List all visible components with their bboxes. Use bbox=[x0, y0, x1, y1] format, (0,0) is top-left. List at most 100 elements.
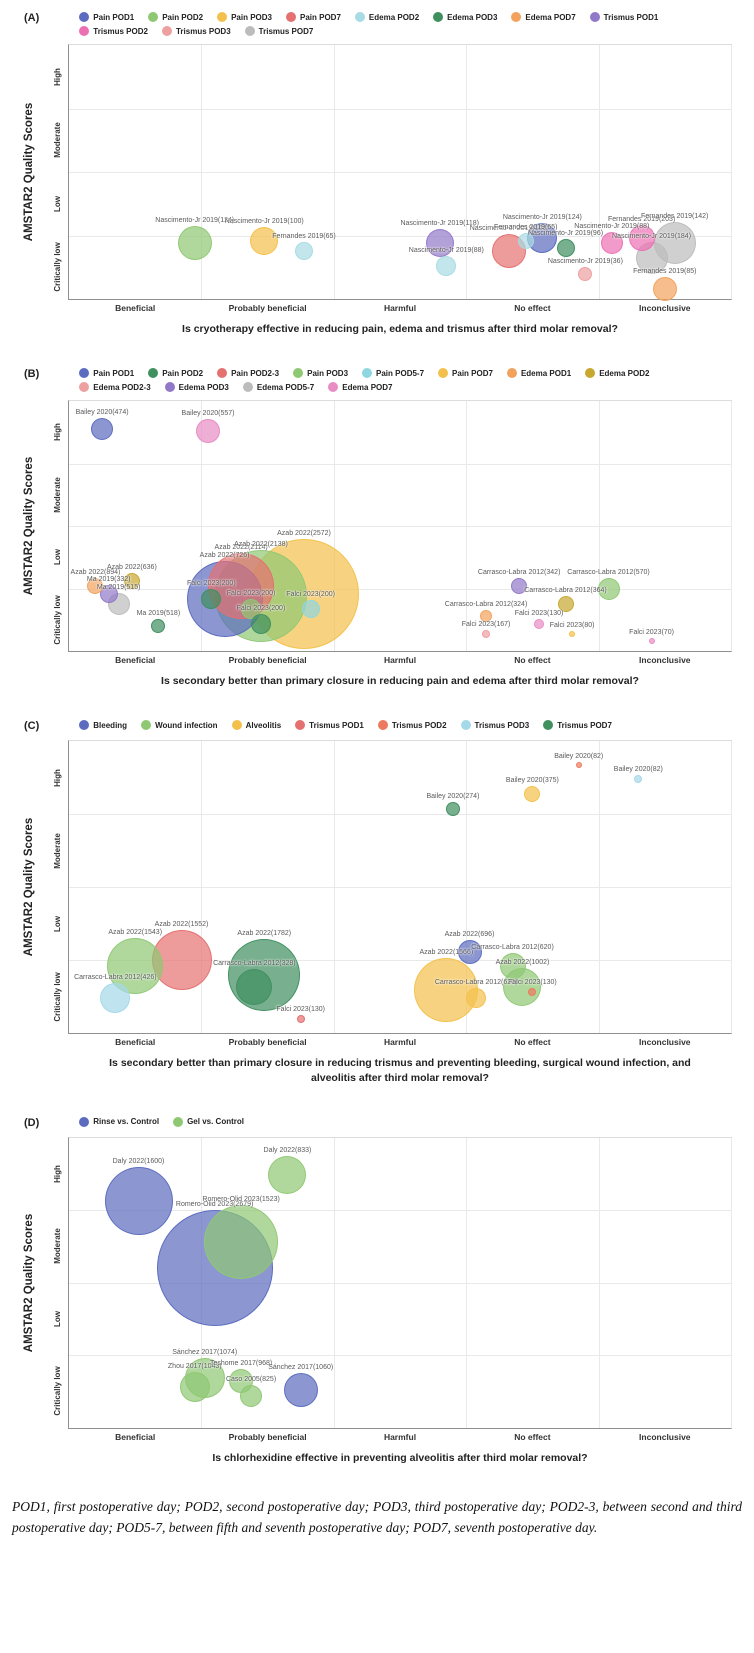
legend-swatch-icon bbox=[244, 26, 255, 36]
legend-label: Edema POD7 bbox=[342, 382, 393, 392]
legend-swatch-icon bbox=[173, 1116, 184, 1127]
legend-swatch-icon bbox=[79, 26, 90, 36]
bubble-label: Falci 2023(130) bbox=[276, 1005, 326, 1013]
legend-label: Edema POD2-3 bbox=[93, 382, 151, 392]
x-axis-question: Is secondary better than primary closure… bbox=[161, 675, 639, 688]
panel-header: (A) Pain POD1 Pain POD2 Pain POD3 Pain POD7… bbox=[8, 12, 746, 36]
x-axis-title: Is secondary better than primary closure… bbox=[68, 1056, 732, 1084]
bubble-label: Carrasco-Labra 2012(620) bbox=[471, 944, 554, 952]
bubble bbox=[634, 775, 643, 784]
legend-label: Edema POD2 bbox=[368, 12, 420, 22]
bubble-label: Daly 2022(1600) bbox=[112, 1158, 165, 1166]
bubble bbox=[268, 1156, 307, 1195]
legend-label: Alveolitis bbox=[245, 720, 282, 730]
gridline-horizontal bbox=[69, 172, 731, 173]
legend-swatch-icon bbox=[589, 12, 600, 22]
legend: Pain POD1 Pain POD2 Pain POD3 Pain POD7 Edem… bbox=[79, 12, 659, 36]
legend-label: Pain POD2 bbox=[162, 12, 204, 22]
plot-area: AMSTAR2 Quality Scores High Moderate Low Cr… bbox=[23, 1136, 732, 1442]
y-tick-label: Moderate bbox=[53, 477, 62, 513]
legend-swatch-icon bbox=[362, 368, 373, 379]
x-axis-question: Is cryotherapy effective in reducing pai… bbox=[182, 323, 618, 335]
x-axis-question: Is secondary better than primary closure… bbox=[109, 1057, 691, 1084]
bubble-label: Bailey 2020(375) bbox=[505, 776, 559, 784]
x-tick-label: Probably beneficial bbox=[228, 303, 307, 313]
y-axis-title: AMSTAR2 Quality Scores bbox=[23, 818, 35, 957]
y-tick-label: Low bbox=[53, 549, 62, 566]
gridline-horizontal bbox=[69, 814, 731, 816]
y-tick-label: High bbox=[53, 67, 62, 86]
legend-swatch-icon bbox=[433, 12, 444, 22]
gridline-horizontal bbox=[69, 1282, 731, 1284]
legend-swatch-icon bbox=[460, 720, 471, 731]
legend-item: Pain POD2 bbox=[148, 368, 203, 379]
legend-item: Pain POD3 bbox=[293, 368, 348, 379]
bubble-label: Fernandes 2019(203) bbox=[607, 216, 676, 224]
legend-label: Trismus POD2 bbox=[391, 720, 447, 730]
bubble-label: Daly 2022(833) bbox=[263, 1147, 312, 1155]
legend-item: Pain POD7 bbox=[438, 368, 493, 379]
legend-item: Wound infection bbox=[141, 720, 218, 731]
x-tick-label: Harmful bbox=[383, 303, 417, 313]
chart-panel: (A) Pain POD1 Pain POD2 Pain POD3 Pain POD7… bbox=[8, 12, 746, 336]
legend-swatch-icon bbox=[79, 720, 90, 731]
y-axis-title: AMSTAR2 Quality Scores bbox=[23, 102, 35, 242]
bubble bbox=[196, 419, 221, 444]
legend-label: Wound infection bbox=[155, 720, 218, 730]
x-tick-label: Inconclusive bbox=[639, 1037, 691, 1048]
bubble bbox=[482, 629, 491, 638]
legend-item: Trismus POD3 bbox=[161, 26, 231, 36]
legend-label: Edema POD3 bbox=[447, 12, 498, 22]
bubble bbox=[524, 785, 541, 802]
y-tick-label: High bbox=[53, 768, 62, 787]
legend-item: Bleeding bbox=[79, 720, 127, 731]
figure: (A) Pain POD1 Pain POD2 Pain POD3 Pain POD7… bbox=[8, 12, 746, 1465]
bubble-label: Fernandes 2019(142) bbox=[641, 213, 709, 221]
legend-label: Pain POD1 bbox=[93, 12, 135, 22]
panel-header: (B) Pain POD1 Pain POD2 Pain POD2-3 Pain PO… bbox=[8, 368, 746, 393]
y-tick-label: Low bbox=[53, 915, 62, 932]
x-tick-label: Inconclusive bbox=[639, 303, 691, 313]
legend-swatch-icon bbox=[511, 12, 522, 22]
bubble-label: Falci 2023(70) bbox=[629, 629, 674, 637]
panel-header: (D) Rinse vs. Control Gel vs. Control bbox=[8, 1116, 746, 1129]
bubble bbox=[517, 232, 534, 249]
legend-label: Pain POD7 bbox=[300, 12, 341, 22]
footnote: POD1, first postoperative day; POD2, sec… bbox=[12, 1498, 742, 1535]
bubble bbox=[104, 1167, 173, 1236]
bubble-label: Bailey 2020(474) bbox=[75, 408, 129, 416]
x-tick-label: No effect bbox=[514, 1431, 551, 1442]
x-tick-label: Beneficial bbox=[115, 1037, 156, 1048]
legend-item: Trismus POD1 bbox=[295, 720, 364, 731]
gridline-horizontal bbox=[69, 887, 731, 889]
legend-swatch-icon bbox=[148, 368, 159, 379]
legend-swatch-icon bbox=[506, 368, 517, 379]
bubble bbox=[100, 983, 131, 1014]
legend-item: Edema POD1 bbox=[506, 368, 571, 379]
bubble bbox=[499, 953, 526, 980]
y-tick-label: Low bbox=[53, 1310, 62, 1327]
x-tick-label: Inconclusive bbox=[639, 655, 691, 666]
x-tick-label: Harmful bbox=[383, 655, 417, 666]
legend-swatch-icon bbox=[79, 382, 90, 393]
bubble-label: Nascimento-Jr 2019(124) bbox=[502, 214, 582, 222]
legend-item: Edema POD7 bbox=[328, 382, 393, 393]
legend-item: Edema POD3 bbox=[433, 12, 497, 22]
legend-label: Edema POD2 bbox=[599, 368, 650, 378]
bubble-label: Azab 2022(1782) bbox=[237, 929, 292, 937]
bubble bbox=[480, 610, 493, 623]
bubble bbox=[436, 255, 457, 276]
x-tick-label: Harmful bbox=[383, 1037, 417, 1048]
bubble bbox=[301, 599, 320, 618]
chart-area: AMSTAR2 Quality Scores High Moderate Low Cr… bbox=[23, 740, 732, 1047]
legend-swatch-icon bbox=[79, 1116, 90, 1127]
legend-item: Edema POD5-7 bbox=[242, 382, 314, 393]
gridline-vertical bbox=[731, 401, 732, 652]
legend-label: Pain POD2-3 bbox=[231, 368, 280, 378]
bubble-label: Ma 2019(518) bbox=[136, 610, 181, 618]
bubble bbox=[597, 577, 620, 600]
gridline-vertical bbox=[731, 741, 732, 1034]
bubble bbox=[296, 1014, 305, 1023]
legend-swatch-icon bbox=[354, 12, 365, 22]
x-tick-label: Probably beneficial bbox=[228, 655, 307, 666]
